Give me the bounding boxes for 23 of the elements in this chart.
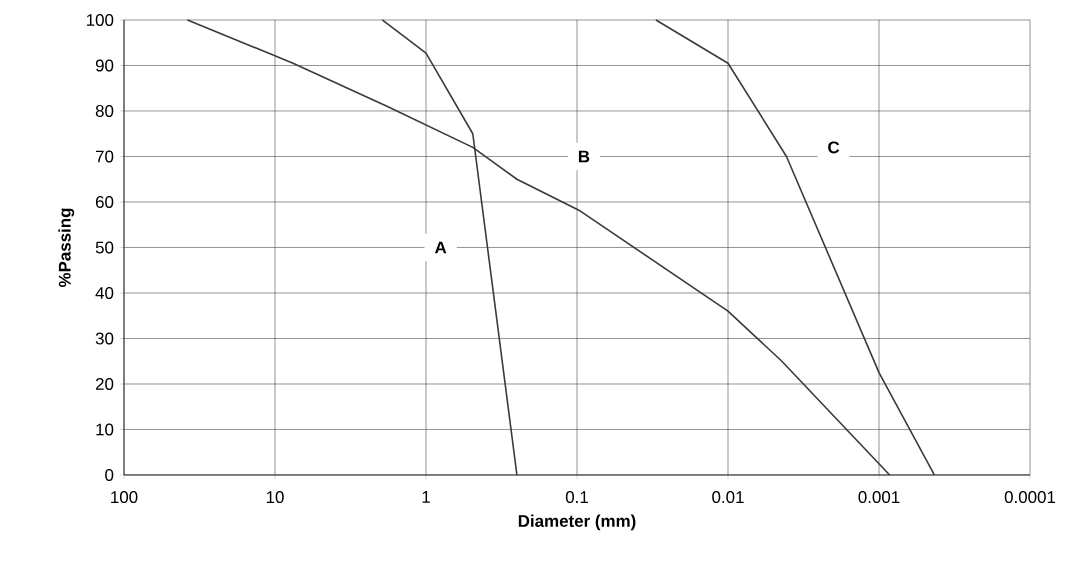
y-tick-label: 90 xyxy=(95,59,114,72)
y-tick-label: 100 xyxy=(86,13,114,26)
annotation: A xyxy=(434,241,447,254)
y-tick-label: 70 xyxy=(95,150,114,163)
y-tick-label: 40 xyxy=(95,286,114,299)
y-tick-label: 10 xyxy=(96,423,114,436)
x-tick-label: 0.1 xyxy=(565,491,588,504)
y-tick-label: 50 xyxy=(95,241,114,254)
x-tick-label: 0.001 xyxy=(858,491,900,504)
y-tick-label: 0 xyxy=(105,468,114,481)
y-axis-title: %Passing xyxy=(58,208,75,288)
x-tick-label: 1 xyxy=(422,491,430,503)
x-axis-title: Diameter (mm) xyxy=(518,514,636,531)
x-tick-label: 0.0001 xyxy=(1004,491,1056,504)
y-tick-label: 30 xyxy=(95,332,114,345)
y-tick-label: 20 xyxy=(95,377,114,390)
y-tick-label: 60 xyxy=(95,195,114,208)
x-tick-label: 100 xyxy=(111,491,138,504)
x-tick-label: 10 xyxy=(266,491,284,504)
annotation: C xyxy=(828,141,840,154)
annotation: B xyxy=(578,150,590,163)
y-tick-label: 80 xyxy=(95,104,114,117)
x-tick-label: 0.01 xyxy=(712,491,744,504)
